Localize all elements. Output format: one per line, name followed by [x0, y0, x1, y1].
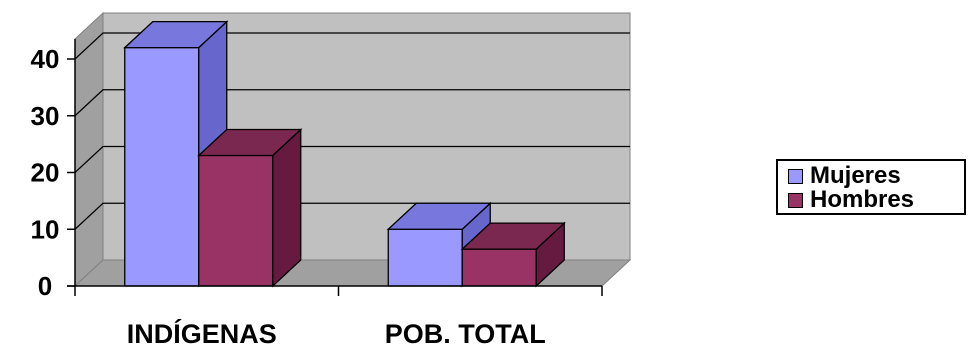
y-tick-label: 10 [31, 214, 60, 244]
bar-hombres-1 [460, 221, 566, 288]
gridline [74, 89, 630, 117]
bar-top [386, 202, 492, 230]
bar-top [197, 128, 303, 157]
x-category-label: POB. TOTAL [385, 319, 546, 349]
legend-item-hombres: Hombres [788, 188, 914, 212]
bar-top [460, 222, 566, 250]
bar-front [198, 154, 274, 287]
bar-front [124, 47, 200, 287]
gridline [74, 32, 630, 60]
y-tick-label: 40 [31, 44, 60, 74]
legend-item-mujeres: Mujeres [788, 164, 901, 188]
x-category-labels: INDÍGENAS POB. TOTAL [127, 318, 546, 349]
y-tick-labels: 0 10 20 30 40 [31, 44, 60, 301]
bar-top [123, 20, 229, 49]
bar-side [272, 127, 302, 288]
bar-front [461, 248, 537, 287]
y-tick-label: 0 [38, 271, 52, 301]
y-tick-label: 20 [31, 158, 60, 188]
legend-label-mujeres: Mujeres [810, 162, 901, 189]
bar-front [387, 228, 463, 287]
bars [123, 20, 566, 288]
axes [67, 39, 603, 296]
y-tick-label: 30 [31, 101, 60, 131]
x-category-label: INDÍGENAS [127, 318, 277, 349]
legend: Mujeres Hombres [776, 159, 966, 215]
legend-swatch-mujeres [788, 168, 803, 184]
gridline [74, 145, 630, 173]
legend-swatch-hombres [788, 192, 803, 208]
legend-label-hombres: Hombres [810, 186, 915, 213]
side-wall [74, 11, 104, 288]
bar-hombres-0 [197, 127, 303, 288]
